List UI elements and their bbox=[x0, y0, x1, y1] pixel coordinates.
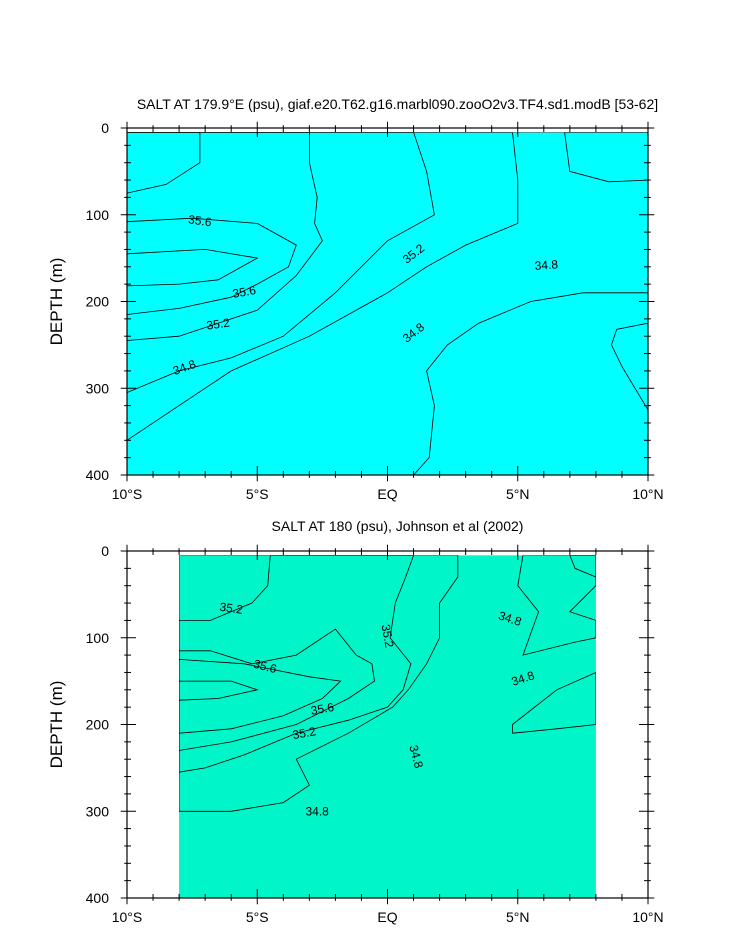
contour-label: 34.8 bbox=[406, 744, 426, 770]
contour-region-1 bbox=[127, 132, 519, 441]
contour-region-2 bbox=[179, 628, 375, 751]
contour-label: 34.8 bbox=[497, 608, 524, 629]
x-tick-label: 10°S bbox=[112, 909, 143, 925]
x-tick-label: 10°N bbox=[632, 486, 663, 502]
contour-region-0 bbox=[179, 555, 459, 812]
x-tick-label: 5°N bbox=[506, 486, 530, 502]
contour-region-2 bbox=[127, 132, 435, 394]
contour-base-fill bbox=[127, 132, 648, 475]
y-tick-label: 0 bbox=[101, 120, 109, 136]
contour-label: 35.2 bbox=[219, 600, 244, 617]
contour-region-7 bbox=[569, 555, 596, 578]
contour-regions bbox=[127, 132, 648, 475]
contour-label: 35.6 bbox=[252, 657, 278, 677]
x-tick-label: 5°S bbox=[246, 909, 269, 925]
x-tick-label: 10°S bbox=[112, 486, 143, 502]
x-tick-label: 5°S bbox=[246, 486, 269, 502]
contour-region-9 bbox=[611, 322, 648, 411]
y-tick-label: 200 bbox=[86, 294, 110, 310]
contour-base-fill bbox=[179, 555, 596, 898]
y-tick-label: 300 bbox=[86, 380, 110, 396]
y-axis-label: DEPTH (m) bbox=[47, 258, 66, 346]
contour-region-5 bbox=[127, 217, 297, 315]
x-tick-label: EQ bbox=[377, 486, 397, 502]
contour-label: 34.8 bbox=[510, 668, 537, 689]
contour-region-4 bbox=[127, 132, 201, 194]
x-tick-label: 10°N bbox=[632, 909, 663, 925]
contour-label: 35.2 bbox=[379, 623, 397, 649]
y-tick-label: 0 bbox=[101, 543, 109, 559]
panel-top-model: 10°S 5°S EQ 5°N 10°N 0 100 200 300 400 DEPTH (m) SA… bbox=[47, 96, 664, 502]
contour-label: 34.8 bbox=[534, 257, 559, 273]
contour-label: 35.6 bbox=[232, 283, 258, 301]
contour-label: 34.8 bbox=[305, 804, 329, 818]
contour-region-1 bbox=[179, 555, 415, 773]
contour-label: 35.2 bbox=[291, 724, 317, 742]
contour-region-3 bbox=[127, 132, 323, 341]
contour-region-6 bbox=[127, 248, 259, 287]
y-tick-label: 300 bbox=[86, 803, 110, 819]
contour-label: 35.6 bbox=[187, 212, 212, 229]
contour-region-3 bbox=[179, 658, 342, 734]
y-tick-label: 200 bbox=[86, 717, 110, 733]
contour-regions bbox=[179, 555, 596, 812]
x-axis: 10°S 5°S EQ 5°N 10°N bbox=[112, 121, 664, 502]
y-axis-label: DEPTH (m) bbox=[47, 681, 66, 769]
contour-labels: 35.2 35.2 34.8 35.6 34.8 35.6 35.2 34.8 34.8 bbox=[219, 600, 537, 819]
y-tick-label: 400 bbox=[86, 890, 110, 906]
contour-region-8 bbox=[564, 132, 648, 183]
y-axis: 0 100 200 300 400 bbox=[86, 120, 655, 483]
contour-region-6 bbox=[512, 672, 596, 734]
contour-region-7 bbox=[413, 292, 648, 475]
y-axis: 0 100 200 300 400 bbox=[86, 543, 655, 906]
x-axis: 10°S 5°S EQ 5°N 10°N bbox=[112, 544, 664, 925]
contour-label: 35.2 bbox=[206, 315, 231, 332]
y-tick-label: 100 bbox=[86, 207, 110, 223]
contour-region-4 bbox=[179, 680, 259, 701]
panel-title: SALT AT 179.9°E (psu), giaf.e20.T62.g16.… bbox=[137, 96, 658, 112]
panel-bottom-observations: 10°S 5°S EQ 5°N 10°N 0 100 200 300 400 DEPTH (m) SA… bbox=[47, 518, 664, 925]
y-tick-label: 400 bbox=[86, 467, 110, 483]
panel-title: SALT AT 180 (psu), Johnson et al (2002) bbox=[272, 518, 524, 534]
contour-label: 35.6 bbox=[310, 700, 336, 718]
x-tick-label: EQ bbox=[377, 909, 397, 925]
x-tick-label: 5°N bbox=[506, 909, 530, 925]
contour-labels: 35.635.2 34.835.635.2 34.834.8 bbox=[171, 212, 559, 378]
y-tick-label: 100 bbox=[86, 630, 110, 646]
contour-region-5 bbox=[517, 555, 596, 656]
